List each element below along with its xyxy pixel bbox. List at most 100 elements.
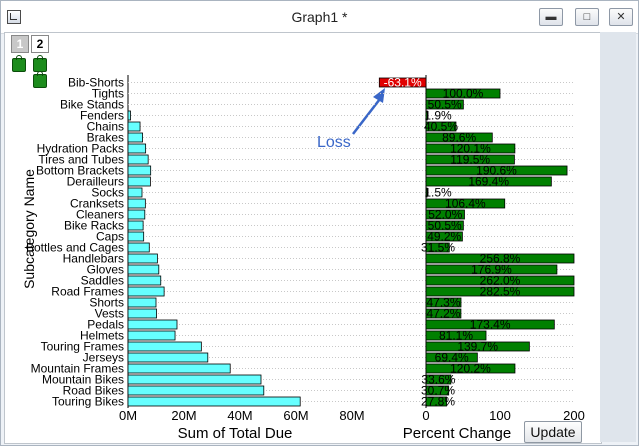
percent-change-bar [425, 297, 462, 308]
total-due-bar [127, 275, 162, 286]
percent-change-label: 106.4% [445, 197, 486, 211]
category-label: Bike Stands [60, 98, 124, 112]
percent-change-label: 50.5% [428, 219, 462, 233]
total-due-bar [127, 143, 147, 154]
layer-tab-2[interactable]: 2 [31, 35, 49, 53]
right-scroll-area[interactable] [600, 32, 636, 442]
category-label: Shorts [89, 296, 124, 310]
percent-change-bar [425, 242, 450, 253]
category-label: Cleaners [76, 208, 124, 222]
percent-change-bar [425, 396, 447, 407]
percent-change-label: 47.3% [426, 296, 460, 310]
total-due-bar [127, 231, 145, 242]
total-due-bar [127, 286, 165, 297]
category-label: Fenders [80, 109, 124, 123]
category-label: Hydration Packs [37, 142, 124, 156]
layer-lock-icon[interactable] [33, 71, 47, 88]
percent-change-bar [425, 253, 575, 264]
category-label: Mountain Bikes [42, 373, 124, 387]
percent-change-bar [425, 165, 568, 176]
total-due-bar [127, 253, 158, 264]
percent-change-bar [425, 286, 575, 297]
graph-window-icon[interactable] [7, 10, 21, 24]
category-label: Saddles [81, 274, 124, 288]
percent-change-bar [425, 275, 575, 286]
category-label: Road Bikes [63, 384, 124, 398]
percent-change-label: 262.0% [480, 274, 521, 288]
maximize-button[interactable]: □ [575, 8, 599, 26]
category-label: Brakes [87, 131, 124, 145]
percent-change-bar [425, 363, 516, 374]
category-label: Cranksets [70, 197, 124, 211]
left-x-tick-label: 0M [119, 408, 137, 423]
left-x-tick-label: 60M [283, 408, 308, 423]
category-label: Bottles and Cages [26, 241, 124, 255]
total-due-bar [127, 165, 152, 176]
percent-change-bar [425, 187, 428, 198]
left-x-tick-label: 80M [339, 408, 364, 423]
percent-change-label: 120.2% [450, 362, 491, 376]
layer-tab-1[interactable]: 1 [11, 35, 29, 53]
category-label: Pedals [87, 318, 124, 332]
layer-lock-icon[interactable] [12, 55, 26, 72]
percent-change-label: -63.1% [384, 76, 422, 90]
category-label: Bottom Brackets [36, 164, 124, 178]
total-due-bar [127, 242, 150, 253]
y-axis-title: Subcategory Name [21, 169, 37, 289]
percent-change-label: 40.5% [424, 120, 458, 134]
percent-change-label: 27.8% [421, 395, 455, 409]
category-label: Vests [95, 307, 124, 321]
window-title: Graph1 * [291, 9, 348, 25]
category-label: Jerseys [83, 351, 124, 365]
percent-change-bar [425, 341, 530, 352]
percent-change-label: 169.4% [468, 175, 509, 189]
loss-arrow-icon [352, 88, 385, 135]
category-label: Chains [87, 120, 124, 134]
category-label: Tires and Tubes [38, 153, 124, 167]
category-label: Bike Racks [64, 219, 124, 233]
minimize-button[interactable]: ▬ [539, 8, 563, 26]
total-due-bar [127, 396, 301, 407]
total-due-bar [127, 385, 265, 396]
percent-change-bar [425, 132, 493, 143]
total-due-bar [127, 308, 157, 319]
total-due-bar [127, 209, 146, 220]
percent-change-bar [425, 154, 515, 165]
category-label: Tights [92, 87, 124, 101]
loss-annotation: Loss [317, 134, 351, 151]
right-bar-chart: 0 100 200-63.1%100.0%50.5%1.9%40.5%89.6%12… [378, 75, 585, 423]
percent-change-label: 81.1% [439, 329, 473, 343]
percent-change-label: 1.5% [424, 186, 452, 200]
percent-change-label: 176.9% [471, 263, 512, 277]
total-due-bar [127, 110, 131, 121]
category-label: Touring Frames [41, 340, 124, 354]
total-due-bar [127, 121, 141, 132]
close-button[interactable]: ✕ [609, 8, 633, 26]
category-label: Derailleurs [67, 175, 124, 189]
category-label: Mountain Frames [31, 362, 124, 376]
category-label: Bib-Shorts [68, 76, 124, 90]
total-due-bar [127, 198, 146, 209]
chart-area: Subcategory Name Sum of Total Due Percen… [21, 75, 585, 442]
category-label: Caps [96, 230, 124, 244]
percent-change-bar [425, 143, 516, 154]
percent-change-bar [378, 77, 427, 88]
x-axis-title-left: Sum of Total Due [178, 425, 293, 442]
total-due-bar [127, 297, 157, 308]
update-button[interactable]: Update [524, 421, 582, 443]
total-due-bar [127, 352, 209, 363]
percent-change-bar [425, 308, 462, 319]
right-x-tick-label: 200 [563, 408, 585, 423]
category-label: Helmets [80, 329, 124, 343]
title-bar: Graph1 * ▬ □ ✕ [1, 1, 638, 34]
percent-change-bar [425, 121, 457, 132]
total-due-bar [127, 187, 143, 198]
category-label: Socks [91, 186, 124, 200]
percent-change-bar [425, 374, 452, 385]
percent-change-bar [425, 198, 506, 209]
percent-change-label: 50.5% [428, 98, 462, 112]
right-x-tick-label: 100 [489, 408, 511, 423]
percent-change-bar [425, 99, 464, 110]
category-label: Road Frames [51, 285, 124, 299]
category-label: Touring Bikes [52, 395, 124, 409]
